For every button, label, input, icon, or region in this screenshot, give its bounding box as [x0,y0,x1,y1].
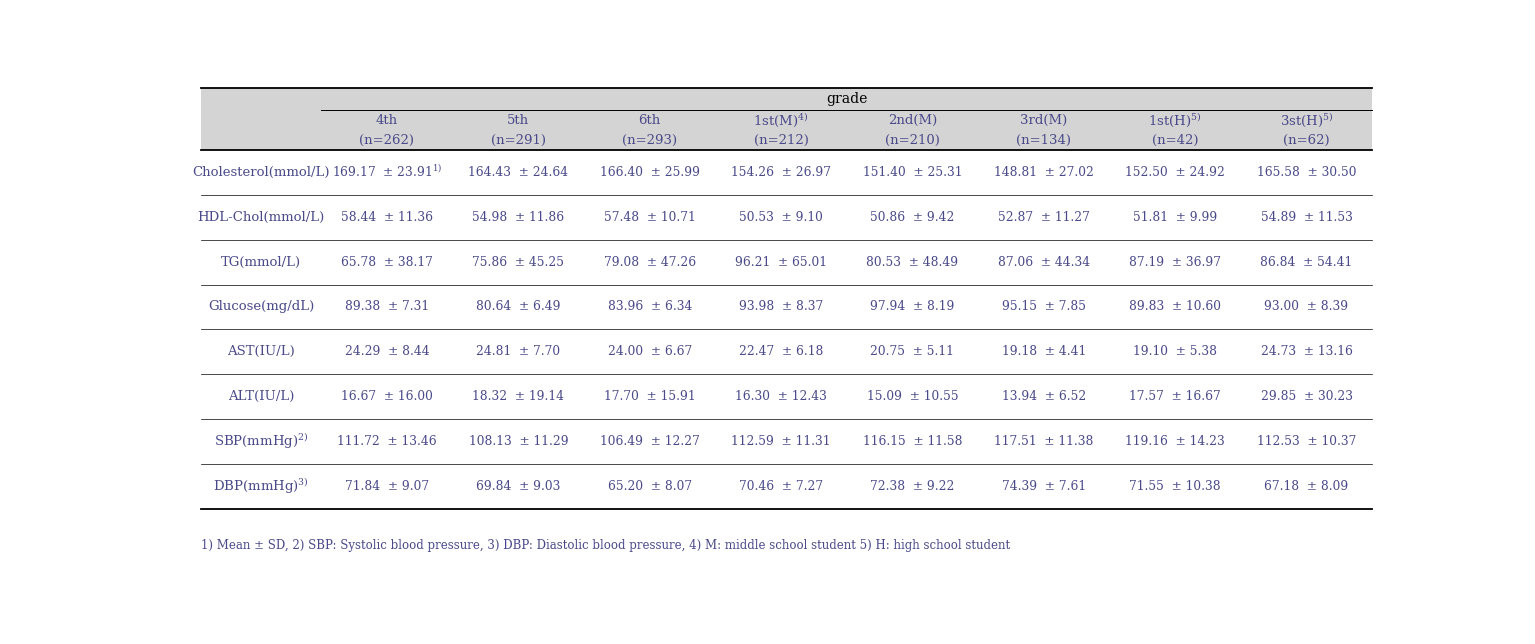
Text: 17.57  ± 16.67: 17.57 ± 16.67 [1130,390,1220,403]
Text: 112.53  ± 10.37: 112.53 ± 10.37 [1257,435,1357,448]
Text: 5th: 5th [507,114,530,127]
Text: 119.16  ± 14.23: 119.16 ± 14.23 [1125,435,1225,448]
Text: 79.08  ± 47.26: 79.08 ± 47.26 [603,256,695,269]
Text: 71.55  ± 10.38: 71.55 ± 10.38 [1130,480,1220,493]
Text: 111.72  ± 13.46: 111.72 ± 13.46 [338,435,437,448]
Text: (n=262): (n=262) [359,134,414,147]
Bar [201,88,1372,149]
Text: 1st(M)$^{4)}$: 1st(M)$^{4)}$ [754,112,809,129]
Text: 165.58  ± 30.50: 165.58 ± 30.50 [1257,166,1357,178]
Text: 96.21  ± 65.01: 96.21 ± 65.01 [735,256,827,269]
Text: grade: grade [826,92,867,106]
Text: 65.20  ± 8.07: 65.20 ± 8.07 [608,480,692,493]
Text: 87.19  ± 36.97: 87.19 ± 36.97 [1130,256,1222,269]
Text: 2nd(M): 2nd(M) [887,114,936,127]
Text: 54.98  ± 11.86: 54.98 ± 11.86 [473,211,565,223]
Text: (n=210): (n=210) [886,134,939,147]
Text: 22.47  ± 6.18: 22.47 ± 6.18 [738,345,823,359]
Text: 17.70  ± 15.91: 17.70 ± 15.91 [603,390,695,403]
Text: Glucose(mg/dL): Glucose(mg/dL) [209,301,315,314]
Text: 24.29  ± 8.44: 24.29 ± 8.44 [345,345,430,359]
Text: 86.84  ± 54.41: 86.84 ± 54.41 [1260,256,1352,269]
Text: 24.81  ± 7.70: 24.81 ± 7.70 [476,345,560,359]
Text: 89.83  ± 10.60: 89.83 ± 10.60 [1130,301,1222,314]
Text: 75.86  ± 45.25: 75.86 ± 45.25 [473,256,565,269]
Text: (n=291): (n=291) [491,134,546,147]
Text: 169.17  ± 23.91$^{1)}$: 169.17 ± 23.91$^{1)}$ [332,164,442,180]
Text: 108.13  ± 11.29: 108.13 ± 11.29 [468,435,568,448]
Text: 54.89  ± 11.53: 54.89 ± 11.53 [1260,211,1352,223]
Text: 19.18  ± 4.41: 19.18 ± 4.41 [1002,345,1085,359]
Text: 97.94  ± 8.19: 97.94 ± 8.19 [870,301,955,314]
Bar [201,149,1372,509]
Text: 67.18  ± 8.09: 67.18 ± 8.09 [1265,480,1349,493]
Text: 72.38  ± 9.22: 72.38 ± 9.22 [870,480,955,493]
Text: 18.32  ± 19.14: 18.32 ± 19.14 [473,390,565,403]
Text: 58.44  ± 11.36: 58.44 ± 11.36 [341,211,433,223]
Text: 87.06  ± 44.34: 87.06 ± 44.34 [998,256,1090,269]
Text: 74.39  ± 7.61: 74.39 ± 7.61 [1002,480,1085,493]
Text: (n=134): (n=134) [1016,134,1071,147]
Text: 95.15  ± 7.85: 95.15 ± 7.85 [1002,301,1085,314]
Text: 50.53  ± 9.10: 50.53 ± 9.10 [740,211,823,223]
Text: 4th: 4th [376,114,398,127]
Text: 24.73  ± 13.16: 24.73 ± 13.16 [1260,345,1352,359]
Text: 71.84  ± 9.07: 71.84 ± 9.07 [345,480,430,493]
Text: Cholesterol(mmol/L): Cholesterol(mmol/L) [192,166,330,178]
Text: 51.81  ± 9.99: 51.81 ± 9.99 [1133,211,1217,223]
Text: 20.75  ± 5.11: 20.75 ± 5.11 [870,345,955,359]
Text: 148.81  ± 27.02: 148.81 ± 27.02 [993,166,1094,178]
Text: 166.40  ± 25.99: 166.40 ± 25.99 [600,166,700,178]
Text: 80.53  ± 48.49: 80.53 ± 48.49 [866,256,958,269]
Text: DBP(mmHg)$^{3)}$: DBP(mmHg)$^{3)}$ [213,477,309,497]
Text: (n=62): (n=62) [1283,134,1329,147]
Text: 151.40  ± 25.31: 151.40 ± 25.31 [863,166,962,178]
Text: 1st(H)$^{5)}$: 1st(H)$^{5)}$ [1148,112,1202,129]
Text: (n=42): (n=42) [1151,134,1199,147]
Text: 70.46  ± 7.27: 70.46 ± 7.27 [738,480,823,493]
Text: SBP(mmHg)$^{2)}$: SBP(mmHg)$^{2)}$ [213,432,309,451]
Text: HDL-Chol(mmol/L): HDL-Chol(mmol/L) [198,211,325,223]
Text: 15.09  ± 10.55: 15.09 ± 10.55 [867,390,958,403]
Text: 24.00  ± 6.67: 24.00 ± 6.67 [608,345,692,359]
Text: 52.87  ± 11.27: 52.87 ± 11.27 [998,211,1090,223]
Text: 16.30  ± 12.43: 16.30 ± 12.43 [735,390,827,403]
Text: 3rd(M): 3rd(M) [1021,114,1067,127]
Text: 89.38  ± 7.31: 89.38 ± 7.31 [345,301,430,314]
Text: 6th: 6th [639,114,662,127]
Text: AST(IU/L): AST(IU/L) [227,345,295,359]
Text: 69.84  ± 9.03: 69.84 ± 9.03 [476,480,560,493]
Text: ALT(IU/L): ALT(IU/L) [229,390,295,403]
Text: 93.00  ± 8.39: 93.00 ± 8.39 [1265,301,1349,314]
Text: TG(mmol/L): TG(mmol/L) [221,256,301,269]
Text: 83.96  ± 6.34: 83.96 ± 6.34 [608,301,692,314]
Text: 117.51  ± 11.38: 117.51 ± 11.38 [995,435,1093,448]
Text: 164.43  ± 24.64: 164.43 ± 24.64 [468,166,568,178]
Text: (n=293): (n=293) [622,134,677,147]
Text: 19.10  ± 5.38: 19.10 ± 5.38 [1133,345,1217,359]
Text: 13.94  ± 6.52: 13.94 ± 6.52 [1002,390,1085,403]
Text: (n=212): (n=212) [754,134,809,147]
Text: 57.48  ± 10.71: 57.48 ± 10.71 [603,211,695,223]
Text: 1) Mean ± SD, 2) SBP: Systolic blood pressure, 3) DBP: Diastolic blood pressure,: 1) Mean ± SD, 2) SBP: Systolic blood pre… [201,538,1010,552]
Text: 154.26  ± 26.97: 154.26 ± 26.97 [731,166,830,178]
Text: 50.86  ± 9.42: 50.86 ± 9.42 [870,211,955,223]
Text: 112.59  ± 11.31: 112.59 ± 11.31 [731,435,830,448]
Text: 152.50  ± 24.92: 152.50 ± 24.92 [1125,166,1225,178]
Text: 3st(H)$^{5)}$: 3st(H)$^{5)}$ [1280,112,1334,129]
Text: 93.98  ± 8.37: 93.98 ± 8.37 [738,301,823,314]
Text: 16.67  ± 16.00: 16.67 ± 16.00 [341,390,433,403]
Text: 65.78  ± 38.17: 65.78 ± 38.17 [341,256,433,269]
Text: 29.85  ± 30.23: 29.85 ± 30.23 [1260,390,1352,403]
Text: 116.15  ± 11.58: 116.15 ± 11.58 [863,435,962,448]
Text: 80.64  ± 6.49: 80.64 ± 6.49 [476,301,560,314]
Text: 106.49  ± 12.27: 106.49 ± 12.27 [600,435,700,448]
